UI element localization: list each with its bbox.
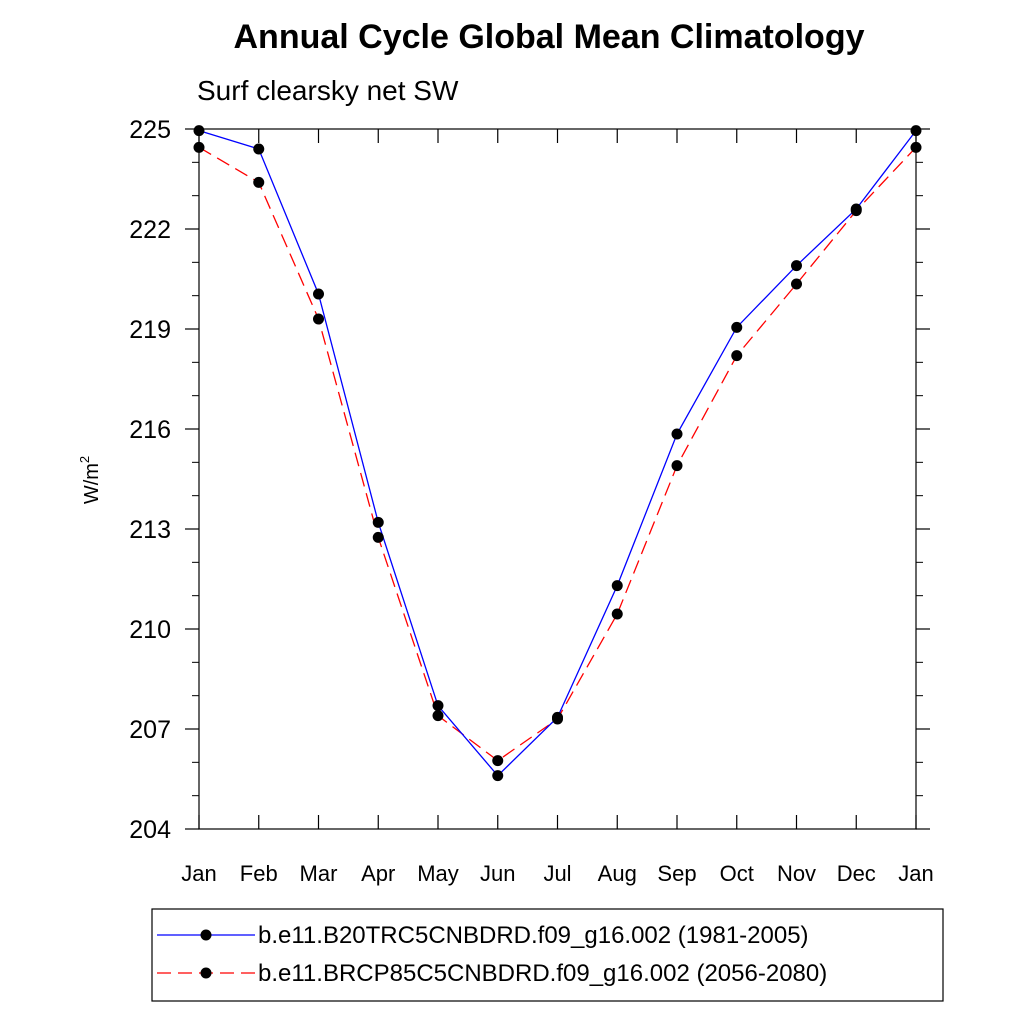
plot-area: Jan Feb Mar Apr May Jun Jul Aug Sep Oct Nov Dec Jan 2… (129, 116, 933, 886)
y-tick-label: 204 (129, 816, 171, 844)
data-point-series-1 (492, 770, 504, 782)
chart-title: Annual Cycle Global Mean Climatology (234, 18, 865, 56)
data-point-series-1 (372, 516, 384, 528)
y-tick-label: 222 (129, 216, 171, 244)
x-tick-label: Aug (598, 861, 637, 886)
legend-label-series-2: b.e11.BRCP85C5CNBDRD.f09_g16.002 (2056-2… (258, 960, 827, 987)
y-tick-label: 213 (129, 516, 171, 544)
data-point-series-2 (791, 278, 802, 290)
chart-subtitle: Surf clearsky net SW (197, 75, 459, 106)
x-tick-label: Oct (720, 861, 754, 886)
y-tick-label: 216 (129, 416, 171, 444)
data-point-series-2 (253, 176, 265, 188)
legend-marker-series-1 (200, 929, 212, 941)
x-tick-label: Jun (480, 861, 515, 886)
data-point-series-2 (552, 713, 563, 725)
legend-box (151, 908, 944, 1002)
legend-marker-series-2 (200, 967, 212, 979)
y-axis-label-text: W/m (81, 463, 103, 504)
data-point-series-2 (492, 755, 504, 767)
series-line-2 (198, 146, 917, 762)
data-point-series-1 (432, 700, 444, 712)
data-point-series-2 (611, 608, 623, 620)
data-point-series-2 (671, 460, 683, 472)
x-tick-label: Feb (240, 861, 278, 886)
data-point-series-1 (791, 260, 802, 272)
legend: b.e11.B20TRC5CNBDRD.f09_g16.002 (1981-20… (151, 908, 944, 1002)
data-point-series-2 (731, 350, 743, 362)
data-point-series-2 (432, 710, 444, 722)
series-line-1 (198, 130, 917, 777)
x-tick-label: May (417, 861, 459, 886)
y-axis-label: W/m2 (77, 456, 103, 504)
y-tick-label: 225 (129, 116, 171, 144)
data-point-series-1 (731, 321, 743, 333)
y-axis-label-superscript: 2 (77, 456, 92, 463)
y-tick-label: 207 (129, 716, 171, 744)
data-point-series-1 (611, 580, 623, 592)
x-tick-label: Dec (837, 861, 876, 886)
x-tick-label: Jan (898, 861, 933, 886)
legend-label-series-1: b.e11.B20TRC5CNBDRD.f09_g16.002 (1981-20… (258, 922, 809, 949)
data-point-series-1 (193, 125, 205, 137)
x-tick-label: Jan (181, 861, 216, 886)
data-point-series-1 (253, 143, 265, 155)
data-point-series-1 (671, 428, 683, 440)
x-tick-label: Mar (300, 861, 338, 886)
x-tick-label: Sep (657, 861, 696, 886)
y-tick-label: 219 (129, 316, 171, 344)
data-point-series-1 (910, 125, 922, 137)
data-point-series-2 (910, 141, 922, 153)
x-tick-label: Nov (777, 861, 816, 886)
data-point-series-2 (193, 141, 205, 153)
y-tick-label: 210 (129, 616, 171, 644)
data-point-series-2 (372, 531, 384, 543)
x-tick-label: Apr (361, 861, 395, 886)
x-tick-label: Jul (543, 861, 571, 886)
data-point-series-2 (313, 313, 324, 325)
data-point-series-2 (850, 205, 862, 217)
data-point-series-1 (313, 288, 324, 300)
